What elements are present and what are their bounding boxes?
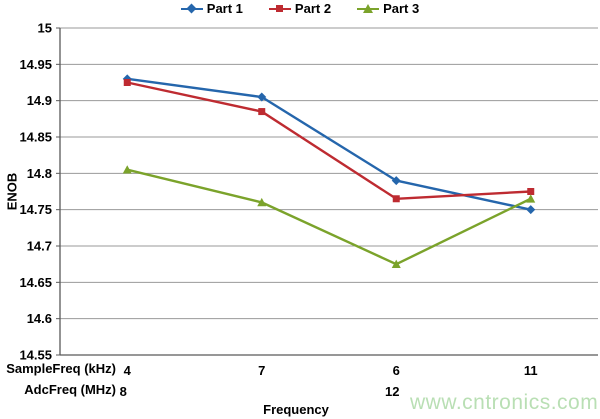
legend-item-part-3: Part 3 xyxy=(357,1,419,16)
x-tick-label-row1: 11 xyxy=(524,363,538,378)
y-tick-label: 14.9 xyxy=(27,93,52,108)
x-tick-label-row1: 4 xyxy=(124,363,132,378)
y-tick-label: 14.6 xyxy=(27,311,52,326)
x-tick-label-row2: 12 xyxy=(385,384,399,399)
watermark: www.cntronics.com xyxy=(410,391,599,414)
x-axis-row1-label: SampleFreq (kHz) xyxy=(6,361,116,376)
series-line-part-1 xyxy=(127,77,532,211)
data-point-diamond xyxy=(526,205,536,215)
legend-square-marker-icon xyxy=(268,3,291,14)
x-tick-label-row1: 7 xyxy=(258,363,265,378)
data-point-triangle xyxy=(391,259,401,268)
y-tick-label: 14.55 xyxy=(19,348,52,363)
x-axis-row2-label: AdcFreq (MHz) xyxy=(24,382,116,397)
y-tick-label: 15 xyxy=(38,21,52,36)
y-tick-label: 14.85 xyxy=(19,130,52,145)
y-tick-label: 14.75 xyxy=(19,202,52,217)
legend-diamond-marker-icon xyxy=(180,3,203,14)
data-point-square xyxy=(258,108,266,116)
legend-label-part-1: Part 1 xyxy=(206,1,243,16)
data-point-triangle xyxy=(122,165,132,174)
series-line-part-3 xyxy=(126,168,532,266)
legend-item-part-1: Part 1 xyxy=(180,1,243,16)
data-point-triangle xyxy=(526,194,536,203)
data-point-triangle xyxy=(257,197,267,207)
y-tick-label: 14.7 xyxy=(27,239,52,254)
data-point-square xyxy=(392,195,400,203)
data-point-diamond xyxy=(391,176,401,186)
x-tick-label-row2: 8 xyxy=(120,384,127,399)
y-axis-title: ENOB xyxy=(4,172,20,211)
x-axis-title: Frequency xyxy=(263,402,329,417)
y-tick-label: 14.8 xyxy=(27,166,52,181)
data-point-diamond xyxy=(257,92,267,102)
x-tick-label-row1: 6 xyxy=(393,363,400,378)
series-line-part-2 xyxy=(126,81,531,200)
y-tick-label: 14.95 xyxy=(19,57,52,72)
legend-triangle-marker-icon xyxy=(357,3,380,14)
chart-legend: Part 1 Part 2 Part 3 xyxy=(0,1,600,16)
legend-item-part-2: Part 2 xyxy=(268,1,332,16)
data-point-square xyxy=(527,188,535,195)
legend-label-part-3: Part 3 xyxy=(383,1,420,16)
y-tick-label: 14.65 xyxy=(19,275,52,290)
legend-label-part-2: Part 2 xyxy=(294,1,332,16)
data-point-square xyxy=(123,79,131,86)
